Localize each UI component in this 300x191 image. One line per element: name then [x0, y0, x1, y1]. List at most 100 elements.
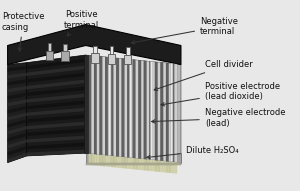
- Polygon shape: [27, 94, 86, 103]
- Polygon shape: [111, 156, 113, 167]
- Polygon shape: [27, 115, 86, 123]
- Polygon shape: [8, 119, 27, 128]
- Polygon shape: [8, 106, 27, 114]
- Polygon shape: [91, 154, 94, 165]
- Polygon shape: [172, 162, 174, 173]
- Text: Dilute H₂SO₄: Dilute H₂SO₄: [147, 146, 238, 159]
- Polygon shape: [8, 99, 27, 107]
- Polygon shape: [127, 157, 130, 169]
- Polygon shape: [8, 66, 27, 72]
- Polygon shape: [155, 62, 158, 160]
- Polygon shape: [27, 101, 86, 109]
- Text: Negative electrode
(lead): Negative electrode (lead): [152, 108, 285, 128]
- Polygon shape: [138, 158, 141, 170]
- Text: Negative
terminal: Negative terminal: [131, 17, 238, 44]
- Polygon shape: [97, 56, 100, 155]
- Polygon shape: [174, 64, 177, 162]
- Polygon shape: [86, 55, 181, 163]
- Polygon shape: [27, 150, 86, 156]
- Polygon shape: [149, 159, 152, 171]
- Polygon shape: [8, 139, 27, 149]
- Polygon shape: [127, 59, 130, 158]
- Polygon shape: [166, 161, 169, 173]
- Polygon shape: [105, 155, 108, 167]
- Polygon shape: [111, 57, 113, 156]
- Polygon shape: [27, 87, 86, 96]
- Polygon shape: [8, 113, 27, 121]
- Polygon shape: [97, 154, 100, 166]
- Polygon shape: [138, 60, 141, 159]
- Text: Cell divider: Cell divider: [154, 60, 253, 91]
- Polygon shape: [122, 157, 124, 168]
- Polygon shape: [160, 161, 163, 172]
- Polygon shape: [124, 55, 131, 65]
- Polygon shape: [147, 159, 149, 171]
- Polygon shape: [126, 47, 130, 55]
- Polygon shape: [136, 158, 138, 170]
- Polygon shape: [108, 54, 115, 64]
- Polygon shape: [8, 153, 27, 163]
- Polygon shape: [27, 143, 86, 149]
- Polygon shape: [27, 136, 86, 143]
- Polygon shape: [61, 52, 69, 61]
- Polygon shape: [144, 159, 147, 171]
- Polygon shape: [147, 61, 149, 159]
- Polygon shape: [133, 158, 136, 170]
- Polygon shape: [94, 154, 97, 166]
- Polygon shape: [109, 57, 111, 156]
- Polygon shape: [8, 126, 27, 135]
- Polygon shape: [8, 86, 27, 93]
- Polygon shape: [141, 61, 144, 159]
- Polygon shape: [27, 122, 86, 129]
- Polygon shape: [116, 58, 119, 156]
- Polygon shape: [88, 55, 91, 154]
- Polygon shape: [27, 66, 86, 76]
- Polygon shape: [174, 162, 177, 174]
- Polygon shape: [63, 44, 67, 52]
- Polygon shape: [152, 160, 155, 172]
- Polygon shape: [149, 61, 152, 160]
- Polygon shape: [8, 79, 27, 86]
- Text: Positive electrode
(lead dioxide): Positive electrode (lead dioxide): [161, 82, 280, 106]
- Polygon shape: [169, 63, 172, 162]
- Polygon shape: [172, 64, 174, 162]
- Polygon shape: [151, 62, 153, 160]
- Polygon shape: [152, 62, 155, 160]
- Polygon shape: [130, 59, 132, 158]
- Polygon shape: [141, 159, 144, 170]
- Polygon shape: [102, 155, 105, 167]
- Polygon shape: [46, 51, 53, 60]
- Polygon shape: [124, 59, 127, 157]
- Polygon shape: [163, 63, 166, 161]
- Polygon shape: [8, 146, 27, 156]
- Polygon shape: [136, 60, 138, 158]
- Polygon shape: [119, 156, 122, 168]
- Polygon shape: [124, 157, 127, 169]
- Polygon shape: [84, 55, 88, 153]
- Polygon shape: [110, 46, 113, 54]
- Polygon shape: [86, 153, 181, 163]
- Polygon shape: [108, 155, 111, 167]
- Polygon shape: [160, 62, 163, 161]
- Polygon shape: [8, 25, 181, 65]
- Polygon shape: [119, 58, 122, 157]
- Polygon shape: [92, 53, 99, 63]
- Polygon shape: [8, 93, 27, 100]
- Polygon shape: [163, 161, 166, 173]
- Polygon shape: [93, 46, 97, 53]
- Polygon shape: [105, 57, 108, 155]
- Polygon shape: [122, 59, 124, 157]
- Polygon shape: [86, 163, 181, 165]
- Text: Positive
terminal: Positive terminal: [63, 10, 99, 36]
- Polygon shape: [27, 79, 86, 89]
- Polygon shape: [169, 161, 172, 173]
- Polygon shape: [27, 108, 86, 116]
- Polygon shape: [88, 153, 91, 165]
- Polygon shape: [158, 160, 160, 172]
- Polygon shape: [113, 156, 116, 168]
- Polygon shape: [102, 57, 105, 155]
- Polygon shape: [130, 59, 133, 158]
- Polygon shape: [8, 73, 27, 79]
- Polygon shape: [100, 155, 102, 166]
- Polygon shape: [8, 133, 27, 142]
